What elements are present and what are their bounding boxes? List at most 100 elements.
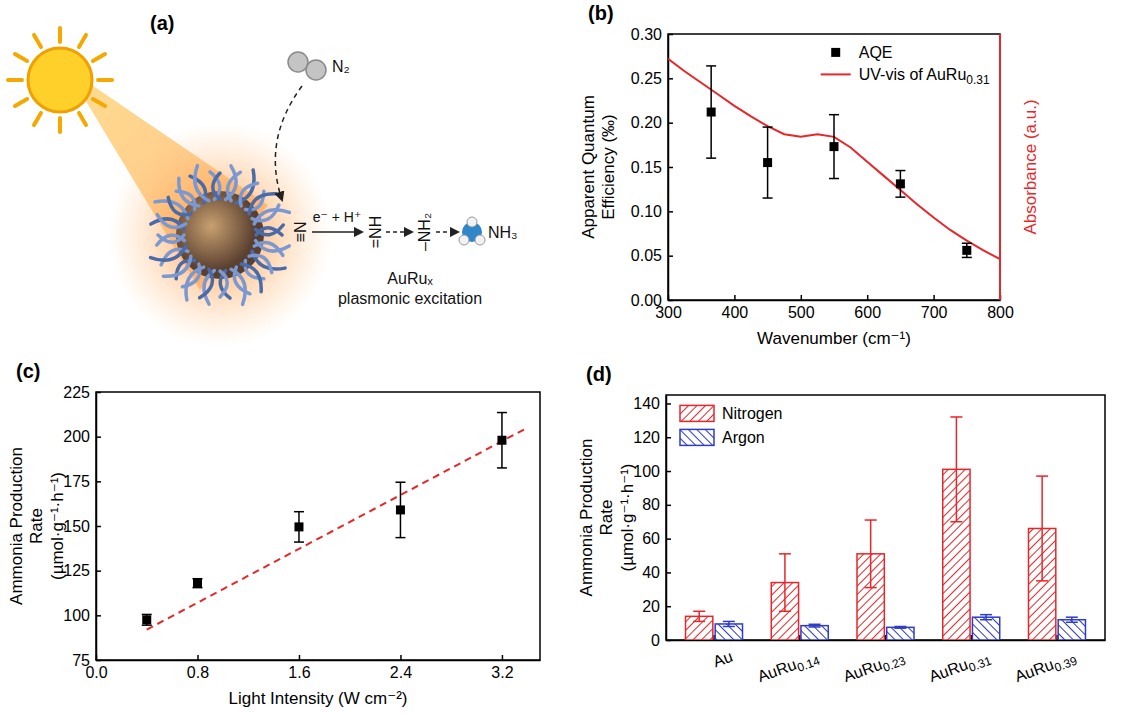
tick-label: 600 bbox=[854, 304, 881, 321]
error-bar-cap bbox=[706, 65, 716, 67]
fiber bbox=[210, 172, 220, 200]
error-bar bbox=[497, 413, 507, 468]
sun-ray bbox=[58, 118, 62, 132]
tick-mark bbox=[96, 570, 101, 572]
tick-label: 0.05 bbox=[631, 247, 662, 264]
tick-mark bbox=[96, 526, 101, 528]
error-bar bbox=[865, 520, 877, 588]
error-bar-stem bbox=[985, 615, 987, 620]
legend-label: Nitrogen bbox=[722, 405, 782, 422]
error-bar-cap bbox=[395, 537, 405, 539]
tick: 0.05 bbox=[631, 247, 673, 264]
error-bar-cap bbox=[950, 416, 962, 418]
error-bar bbox=[779, 554, 791, 611]
tick: Au bbox=[711, 635, 735, 670]
data-point bbox=[763, 158, 772, 167]
plot-area bbox=[668, 59, 1000, 259]
tick: 0.00 bbox=[631, 292, 673, 309]
subscript: 0.31 bbox=[966, 73, 990, 87]
fiber bbox=[195, 166, 209, 201]
fiber bbox=[254, 210, 289, 224]
diagram-label: N₂ bbox=[332, 58, 350, 75]
error-bar-cap bbox=[809, 624, 821, 626]
plot-area bbox=[686, 417, 1086, 640]
error-bar-cap bbox=[142, 624, 152, 626]
tick-mark bbox=[734, 295, 736, 300]
error-bar-cap bbox=[1066, 616, 1078, 618]
error-bar-stem bbox=[1071, 617, 1073, 622]
data-point bbox=[830, 142, 839, 151]
tick: 20 bbox=[642, 598, 671, 615]
error-bar-stem bbox=[784, 554, 786, 611]
legend-item: Nitrogen bbox=[680, 405, 782, 422]
error-bar bbox=[723, 621, 735, 626]
subscript: 0.31 bbox=[967, 654, 994, 675]
tick-label: 0.25 bbox=[631, 70, 662, 87]
fiber bbox=[200, 269, 213, 298]
x-axis: 0.00.81.62.43.2 bbox=[85, 655, 540, 681]
tick-label: 150 bbox=[63, 518, 90, 535]
arrow bbox=[275, 86, 302, 200]
text-part: AuRu bbox=[1013, 656, 1056, 686]
tick-mark bbox=[666, 437, 671, 439]
x-axis: 300400500600700800 bbox=[655, 295, 1014, 321]
atom bbox=[459, 235, 469, 245]
tick-mark bbox=[668, 78, 673, 80]
error-bar-cap bbox=[962, 243, 972, 245]
tick-mark bbox=[668, 255, 673, 257]
tick-label: AuRu0.39 bbox=[1013, 647, 1080, 688]
data-line bbox=[668, 59, 1000, 259]
arrow bbox=[312, 231, 362, 233]
tick-label: AuRu0.14 bbox=[755, 647, 822, 688]
bar bbox=[801, 626, 828, 640]
atom bbox=[306, 60, 326, 80]
tick-label: 120 bbox=[633, 429, 660, 446]
error-bar bbox=[809, 624, 821, 627]
fiber bbox=[254, 243, 283, 256]
tick: 200 bbox=[63, 428, 101, 445]
tick-label: 500 bbox=[788, 304, 815, 321]
title-line: Rate bbox=[27, 508, 46, 544]
tick-label: 800 bbox=[987, 304, 1014, 321]
error-bar-cap bbox=[779, 611, 791, 613]
tick-label: 1.6 bbox=[288, 664, 310, 681]
tick-mark bbox=[668, 300, 673, 302]
legend-label: Argon bbox=[722, 429, 765, 446]
error-bar-cap bbox=[779, 553, 791, 555]
tick: 2.4 bbox=[390, 655, 412, 681]
y-axis: 020406080100120140 bbox=[633, 395, 671, 649]
error-bar bbox=[962, 243, 972, 257]
error-bar-cap bbox=[865, 587, 877, 589]
tick-mark bbox=[666, 505, 671, 507]
error-bar-cap bbox=[294, 511, 304, 513]
error-bar-cap bbox=[723, 621, 735, 623]
error-bar-cap bbox=[1036, 580, 1048, 582]
tick: 100 bbox=[633, 463, 671, 480]
error-bar-cap bbox=[865, 519, 877, 521]
legend-swatch bbox=[831, 48, 840, 57]
data-point bbox=[962, 246, 971, 255]
tick: 3.2 bbox=[491, 655, 513, 681]
error-bar-cap bbox=[142, 614, 152, 616]
tick-mark bbox=[96, 615, 101, 617]
tick-label: AuRu0.23 bbox=[841, 647, 908, 688]
tick-mark bbox=[666, 471, 671, 473]
tick-label: 700 bbox=[921, 304, 948, 321]
legend-item: UV-vis of AuRu0.31 bbox=[821, 66, 990, 87]
tick: 400 bbox=[722, 295, 749, 321]
diagram-label: AuRuₓ bbox=[387, 270, 433, 287]
error-bar-stem bbox=[728, 621, 730, 626]
tick: 0.20 bbox=[631, 114, 673, 131]
tick: 0.8 bbox=[187, 655, 209, 681]
error-bar bbox=[395, 482, 405, 537]
y-axis-line bbox=[666, 396, 668, 641]
fiber bbox=[220, 271, 230, 299]
sun-ray bbox=[15, 99, 27, 106]
error-bar bbox=[894, 626, 906, 628]
tick-mark bbox=[666, 606, 671, 608]
data-point bbox=[707, 108, 716, 117]
tick-label: 0.10 bbox=[631, 203, 662, 220]
tick: 1.6 bbox=[288, 655, 310, 681]
error-bar bbox=[294, 512, 304, 542]
panel-label: (b) bbox=[588, 2, 614, 24]
